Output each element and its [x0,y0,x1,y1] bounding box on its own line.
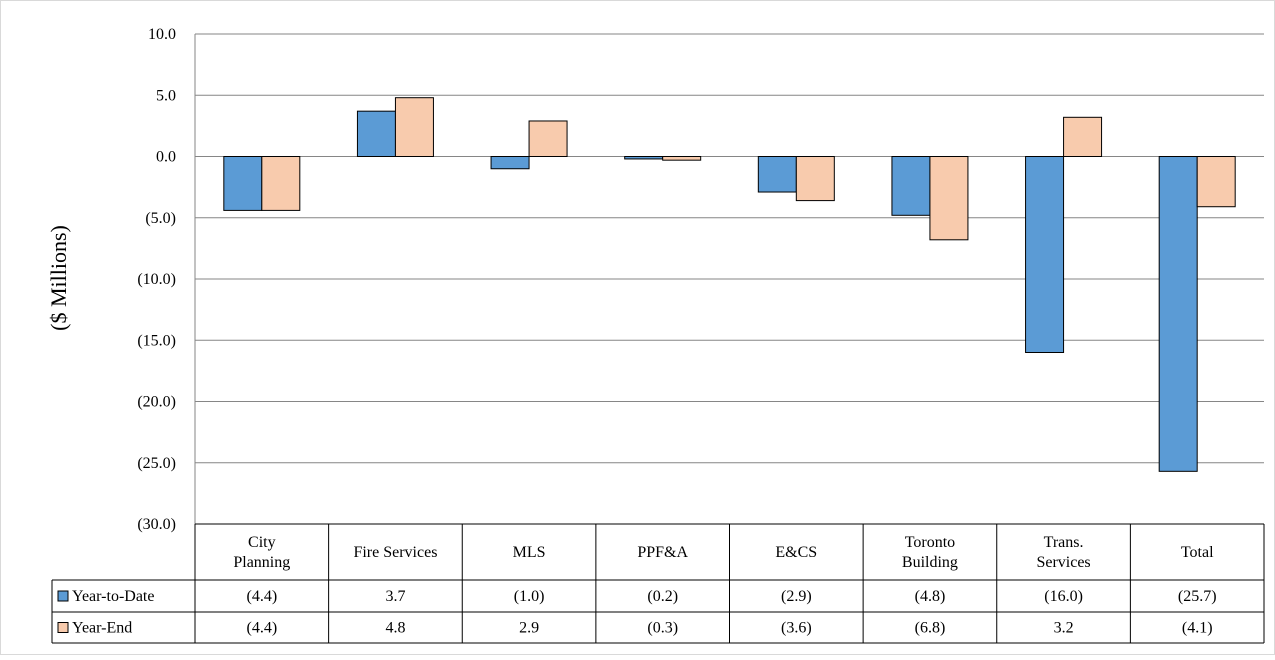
bar-year-to-date [1025,156,1065,353]
bar-year-to-date [490,156,530,170]
data-cell: (16.0) [1044,588,1083,605]
category-label: Services [1036,554,1090,571]
y-tick-label: (30.0) [137,516,176,533]
bar-year-end [1063,116,1103,158]
y-tick-label: (15.0) [137,332,176,349]
data-cell: (3.6) [781,620,812,637]
y-tick-label: 5.0 [156,87,176,104]
bar-year-end [662,156,702,161]
category-label: MLS [513,544,546,561]
bar-year-to-date [223,156,263,211]
y-axis-label: ($ Millions) [46,225,71,331]
category-label: E&CS [775,544,817,561]
y-tick-label: (25.0) [137,455,176,472]
category-label: Toronto [905,534,955,551]
data-cell: 2.9 [519,620,539,637]
category-label: Fire Services [353,544,437,561]
data-table: City Planning Fire Services MLS PPF&A E&CS Tor… [51,523,1265,644]
category-label: Total [1181,544,1214,561]
data-cell: (6.8) [915,620,946,637]
bar-year-to-date [624,156,664,160]
bars [223,97,1236,472]
bar-year-end [1196,156,1236,208]
y-tick-label: 10.0 [148,26,176,43]
data-cell: 4.8 [385,620,405,637]
bar-year-end [795,156,835,202]
legend-key-year-to-date [57,590,69,602]
data-cell: (4.4) [246,588,277,605]
bar-year-to-date [1158,156,1198,472]
bar-year-to-date [891,156,931,216]
bar-year-end [929,156,969,241]
data-cell: (0.2) [647,588,678,605]
bar-year-end [394,97,434,157]
category-label: Building [902,554,958,571]
data-cell: (2.9) [781,588,812,605]
legend-series-name: Year-to-Date [72,588,154,605]
y-tick-label: (20.0) [137,394,176,411]
gridlines [194,33,1264,525]
data-cell: (4.1) [1182,620,1213,637]
data-cell: (0.3) [647,620,678,637]
bar-year-end [528,120,568,157]
y-tick-label: 0.0 [156,149,176,166]
bar-year-to-date [356,110,396,158]
category-label: Planning [233,554,290,571]
y-axis-ticks: 10.0 5.0 0.0 (5.0) (10.0) (15.0) (20.0) (25.0) (… [137,26,176,533]
data-cell: 3.7 [385,588,405,605]
data-cell: (25.7) [1178,588,1217,605]
legend-series-name: Year-End [72,620,132,637]
y-tick-label: (10.0) [137,271,176,288]
legend-key-year-end [57,622,69,633]
category-label: PPF&A [637,544,688,561]
bar-year-end [261,156,301,211]
y-tick-label: (5.0) [145,210,176,227]
data-cell: (4.8) [915,588,946,605]
data-cell: (4.4) [246,620,277,637]
category-label: City [248,534,276,551]
data-cell: 3.2 [1054,620,1074,637]
bar-year-to-date [757,156,797,193]
data-cell: (1.0) [514,588,545,605]
category-label: Trans. [1044,534,1084,551]
